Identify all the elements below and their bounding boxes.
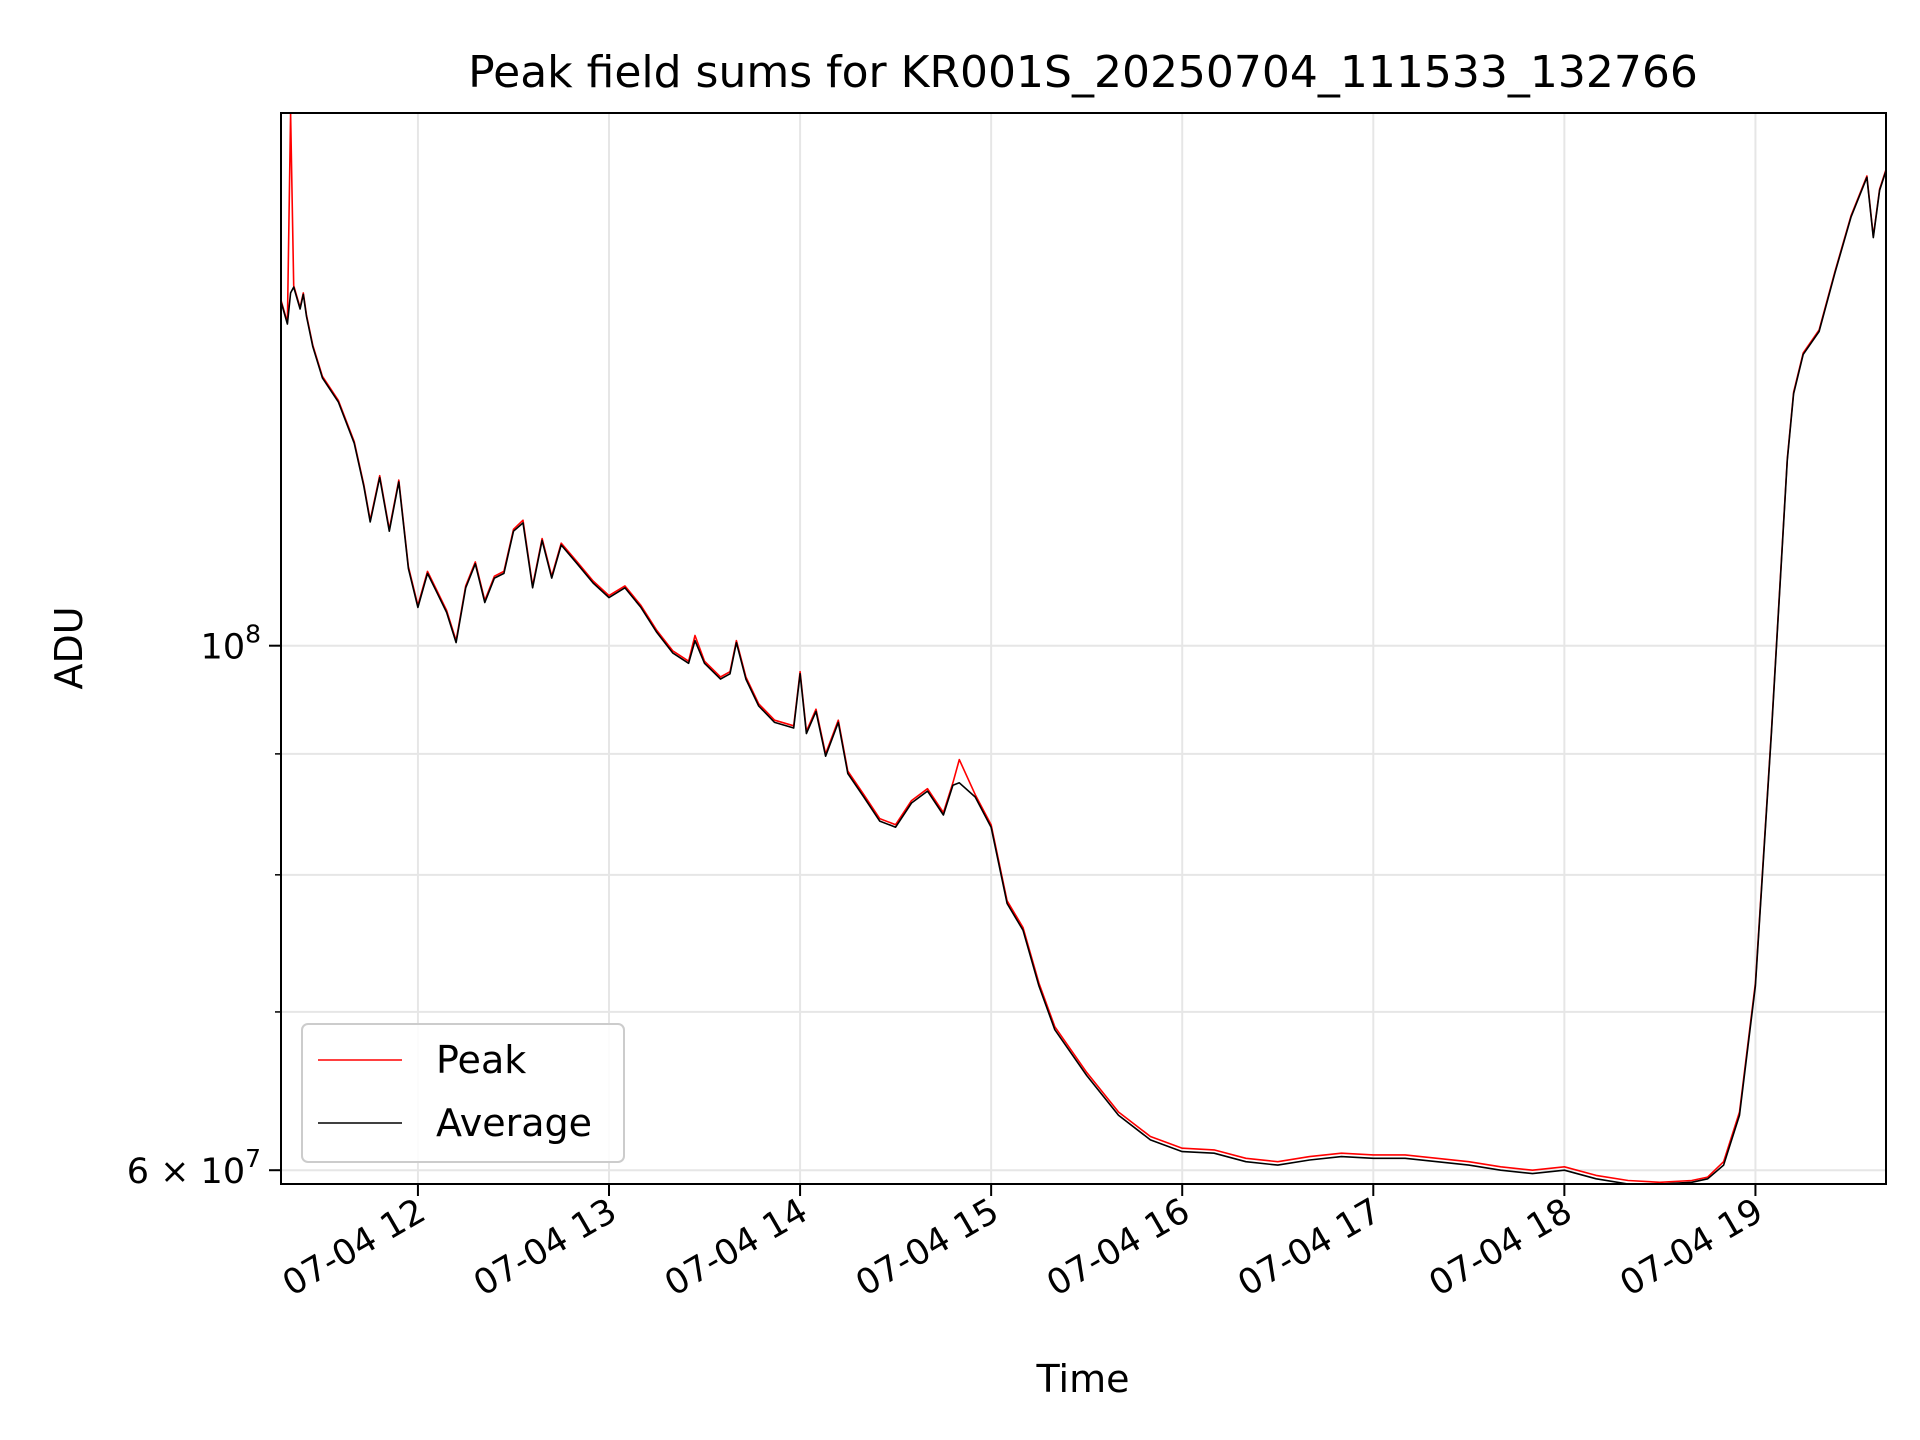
series-line-average	[281, 170, 1886, 1184]
y-tick-label-base: 10	[201, 628, 246, 668]
y-tick-label-exponent: 7	[245, 1144, 261, 1173]
grid-lines	[281, 113, 1886, 1184]
axes-frame	[280, 112, 1887, 1185]
plot-area	[281, 113, 1886, 1184]
y-tick-label: 6 × 107	[127, 1144, 261, 1192]
y-tick-label: 108	[201, 620, 261, 668]
series-group	[281, 113, 1886, 1184]
x-axis-label: Time	[1036, 1357, 1130, 1401]
chart-title: Peak field sums for KR001S_20250704_1115…	[468, 47, 1698, 98]
legend-box	[301, 1023, 625, 1163]
legend: Peak Average	[301, 1023, 625, 1163]
y-tick-label-exponent: 8	[245, 620, 261, 649]
legend-peak-label: Peak	[436, 1038, 526, 1082]
y-axis-ticks: 108 6 × 107	[127, 620, 281, 1192]
y-tick-label-base: 6 × 10	[127, 1152, 245, 1192]
legend-average-label: Average	[436, 1101, 592, 1145]
y-axis-label: ADU	[47, 606, 91, 689]
